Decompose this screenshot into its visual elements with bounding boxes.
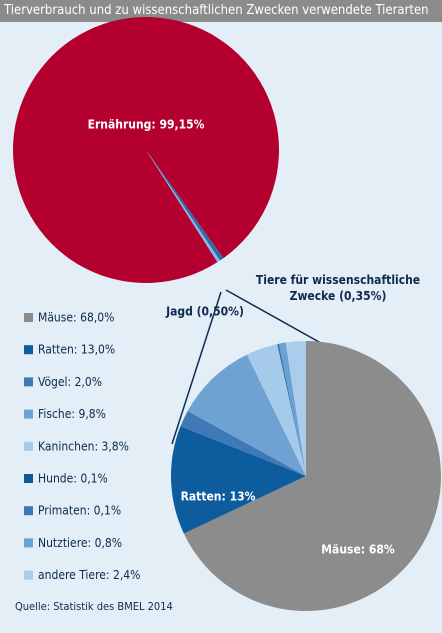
slice-label: Tiere für wissenschaftliche Zwecke (0,35… [255, 273, 421, 303]
pie-slice [187, 354, 306, 476]
legend-label: Ratten: 13,0% [38, 343, 115, 357]
legend-swatch [24, 474, 33, 483]
pie-slice [171, 426, 306, 534]
legend-label: Primaten: 0,1% [38, 504, 121, 518]
legend-label: Vögel: 2,0% [38, 375, 102, 389]
legend-swatch [24, 538, 33, 548]
legend-label: Fische: 9,8% [38, 407, 106, 421]
legend-swatch [24, 570, 33, 580]
pie-slice [180, 410, 306, 476]
slice-label: Ratten: 13% [181, 490, 256, 504]
pie-slice [12, 17, 279, 284]
pie-slice [146, 150, 224, 261]
source: Quelle: Statistik des BMEL 2014 [15, 600, 173, 613]
legend-swatch [24, 377, 33, 387]
slice-label: Ernährung: 99,15% [88, 118, 205, 132]
legend-label: Kaninchen: 3,8% [38, 439, 129, 453]
legend-label: Hunde: 0,1% [38, 472, 108, 486]
chart-title: Tierverbrauch und zu wissenschaftlichen … [0, 0, 442, 22]
pie-slice [285, 341, 306, 476]
pie-slice [146, 150, 220, 263]
legend-swatch [24, 441, 33, 451]
legend-label: andere Tiere: 2,4% [38, 568, 140, 582]
pie-slice [277, 343, 306, 476]
pie-slice [183, 341, 442, 611]
slice-label: Mäuse: 68% [321, 543, 395, 557]
legend-swatch [24, 409, 33, 419]
legend-swatch [24, 313, 33, 322]
pie-slice [246, 344, 306, 476]
connector [171, 291, 222, 445]
legend-swatch [24, 345, 33, 355]
legend-swatch [24, 506, 33, 516]
pie-slice [278, 343, 306, 476]
slice-label: Jagd (0,50%) [165, 305, 244, 319]
legend-label: Nutztiere: 0,8% [38, 536, 122, 550]
pie-slice [279, 342, 306, 476]
legend-label: Mäuse: 68,0% [38, 311, 114, 325]
